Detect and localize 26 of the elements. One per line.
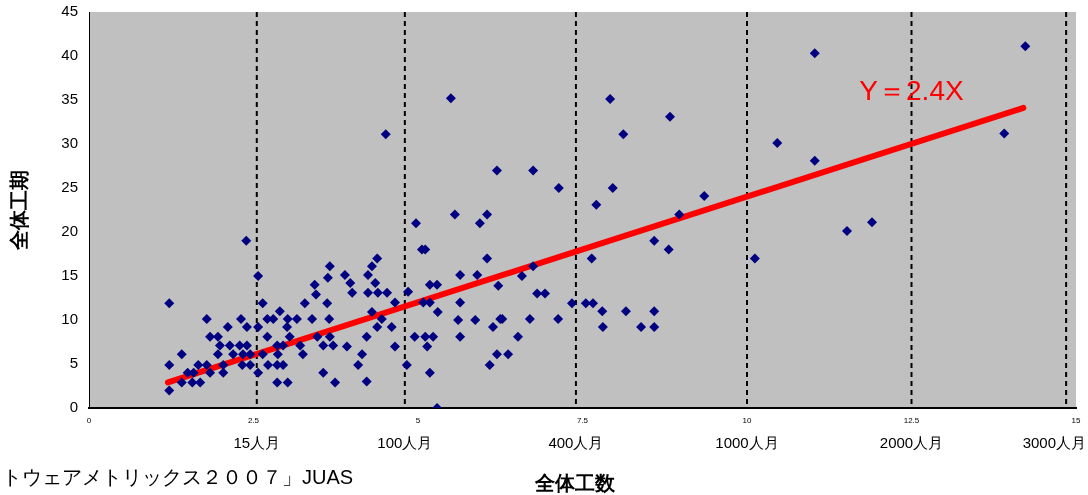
x-tick-label: 0 [86, 416, 92, 425]
x-tick-label: 5 [415, 416, 421, 425]
y-tick-label: 5 [69, 354, 78, 372]
x-axis-title: 全体工数 [534, 472, 616, 494]
x-tick-label: 12.5 [903, 416, 920, 425]
x-tick-label: 10 [742, 416, 752, 425]
x-tick-label: 2.5 [247, 416, 260, 425]
y-axis-title: 全体工期 [8, 170, 30, 251]
y-tick-label: 20 [61, 222, 78, 240]
y-tick-label: 15 [61, 266, 78, 284]
y-tick-label: 25 [61, 178, 78, 196]
y-tick-label: 40 [61, 46, 78, 64]
x-tick-label: 15 [1071, 416, 1081, 425]
y-tick-label: 35 [61, 90, 78, 108]
ref-line-label: 400人月 [548, 434, 604, 451]
x-tick-label: 7.5 [576, 416, 589, 425]
annotation: Y＝2.4X [859, 75, 964, 106]
text: トウェアメトリックス２００７」JUAS [2, 466, 354, 488]
ref-line-label: 100人月 [377, 434, 433, 451]
y-tick-label: 30 [61, 134, 78, 152]
ref-line-label: 2000人月 [879, 434, 944, 451]
y-tick-label: 45 [61, 2, 78, 20]
ref-line-label: 1000人月 [715, 434, 779, 451]
y-tick-label: 10 [61, 310, 78, 328]
ref-line-label: 3000人月 [1022, 434, 1086, 451]
ref-line-label: 15人月 [233, 434, 281, 451]
